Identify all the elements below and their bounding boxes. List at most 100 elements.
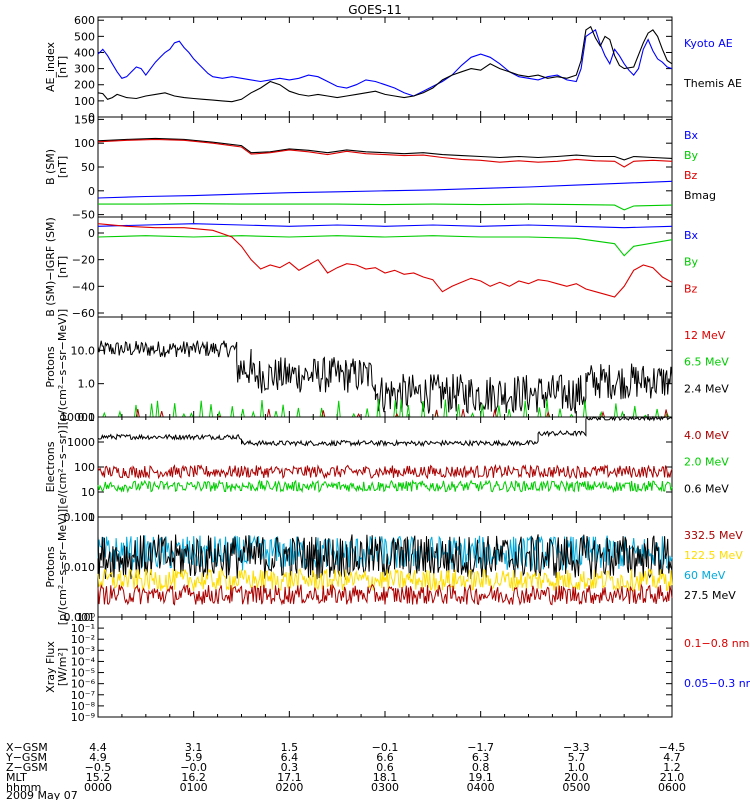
series-0.6-mev xyxy=(97,415,673,448)
y-axis-unit: [nT] xyxy=(56,256,69,278)
series-spike xyxy=(399,399,404,418)
series-spike xyxy=(664,409,669,418)
y-tick-label: 10 xyxy=(81,486,95,499)
series-spike xyxy=(296,407,301,418)
footer-value: 15.2 xyxy=(86,771,111,784)
panel-frame xyxy=(97,616,673,718)
y-tick-label: 50 xyxy=(81,161,95,174)
footer-value: 0500 xyxy=(562,781,590,794)
footer-value: −1.7 xyxy=(467,741,494,754)
y-axis-unit: [nT] xyxy=(56,156,69,178)
footer-value: 3.1 xyxy=(185,741,203,754)
footer-value: 4.9 xyxy=(89,751,107,764)
y-axis-label: AE_index xyxy=(44,41,57,92)
y-tick-label: 10⁻² xyxy=(71,633,95,646)
legend-entry: Kyoto AE xyxy=(684,37,733,50)
y-tick-label: 500 xyxy=(74,30,95,43)
footer-value: 5.9 xyxy=(185,751,203,764)
footer-value: −0.1 xyxy=(372,741,399,754)
panel-ae: 600 500 400 300 200 100 0 AE_index [nT] Kyoto AE T… xyxy=(44,14,742,124)
y-tick-label: 10⁻⁸ xyxy=(71,700,96,713)
y-tick-label: 1 xyxy=(88,511,95,524)
series-bx xyxy=(97,180,673,199)
y-axis-label: B (SM) xyxy=(44,149,57,185)
series-bz xyxy=(97,223,673,298)
series-spike xyxy=(632,405,637,418)
series-spike xyxy=(155,400,160,418)
legend-entry: 4.0 MeV xyxy=(684,429,729,442)
footer-value: 6.6 xyxy=(376,751,394,764)
series-27.5-mev xyxy=(97,534,673,581)
footer-value: 0.6 xyxy=(376,761,394,774)
y-axis-unit: [p/(cm²−s−sr−MeV)] xyxy=(56,509,69,625)
legend-entry: 0.6 MeV xyxy=(684,482,729,495)
y-tick-label: 10⁰ xyxy=(77,611,96,624)
panel-frame xyxy=(97,116,673,218)
legend-entry: 6.5 MeV xyxy=(684,356,729,369)
series-spike xyxy=(546,410,551,418)
series-4.0-mev xyxy=(97,463,673,480)
series-spike xyxy=(620,410,625,418)
y-axis-unit: [nT] xyxy=(56,56,69,78)
y-tick-label: 100 xyxy=(74,137,95,150)
y-tick-label: 1.0 xyxy=(78,378,96,391)
footer-value: −0.5 xyxy=(85,761,112,774)
series-themis-ae xyxy=(97,25,673,103)
y-tick-label: 10000 xyxy=(60,411,95,424)
series-60-mev xyxy=(97,534,673,572)
y-tick-label: 10⁻⁶ xyxy=(71,678,96,691)
panel-protons2: 0.100 0.010 0.001 Protons [p/(cm²−s−sr−MeV)]… xyxy=(44,509,743,625)
series-spike xyxy=(159,410,164,418)
series-spike xyxy=(406,404,411,418)
series-spike xyxy=(351,412,356,418)
legend-entry: Bmag xyxy=(684,189,716,202)
series-2.4-mev xyxy=(97,340,673,415)
footer-value: −0.0 xyxy=(180,761,207,774)
series-spike xyxy=(251,410,256,418)
footer-date: 2009 May 07 xyxy=(6,789,78,800)
footer-value: 6.4 xyxy=(281,751,299,764)
series-by xyxy=(98,203,673,211)
footer-value: 0200 xyxy=(275,781,303,794)
legend-entry: 12 MeV xyxy=(684,329,726,342)
y-tick-label: −60 xyxy=(72,307,95,320)
footer-value: 4.7 xyxy=(663,751,681,764)
footer-row-label: Z−GSM xyxy=(6,761,48,774)
y-tick-label: 0 xyxy=(88,111,95,124)
footer-value: 1.2 xyxy=(663,761,681,774)
y-tick-label: 0 xyxy=(88,185,95,198)
y-tick-label: 100 xyxy=(74,95,95,108)
y-tick-label: 10⁻³ xyxy=(71,644,95,657)
legend-entry: Bx xyxy=(684,129,699,142)
series-spike xyxy=(189,412,194,418)
series-bx xyxy=(97,223,673,229)
legend-entry: 2.0 MeV xyxy=(684,456,729,469)
y-tick-label: 150 xyxy=(74,113,95,126)
legend-entry: 2.4 MeV xyxy=(684,382,729,395)
series-spike xyxy=(181,412,186,418)
series-spike xyxy=(496,405,501,418)
series-spike xyxy=(613,403,618,418)
y-tick-label: 400 xyxy=(74,46,95,59)
y-tick-label: 100 xyxy=(74,461,95,474)
series-spike xyxy=(470,411,475,418)
legend-entry: Bx xyxy=(684,229,699,242)
y-axis-label: Xray Flux xyxy=(44,641,57,693)
series-spike xyxy=(240,408,245,418)
y-tick-label: 300 xyxy=(74,63,95,76)
y-tick-label: 200 xyxy=(74,79,95,92)
series-kyoto-ae xyxy=(97,29,673,97)
footer-value: −4.5 xyxy=(659,741,686,754)
footer-row-label: hhmm xyxy=(6,781,41,794)
series-spike xyxy=(421,400,426,418)
series-spike xyxy=(376,399,381,418)
y-tick-label: 0.1 xyxy=(78,411,96,424)
series-spike xyxy=(461,409,466,418)
y-tick-label: 10⁻¹ xyxy=(71,622,95,635)
series-spike xyxy=(443,399,448,418)
footer-row-label: MLT xyxy=(6,771,27,784)
series-spike xyxy=(523,400,528,418)
y-axis-label: Protons xyxy=(44,346,57,387)
